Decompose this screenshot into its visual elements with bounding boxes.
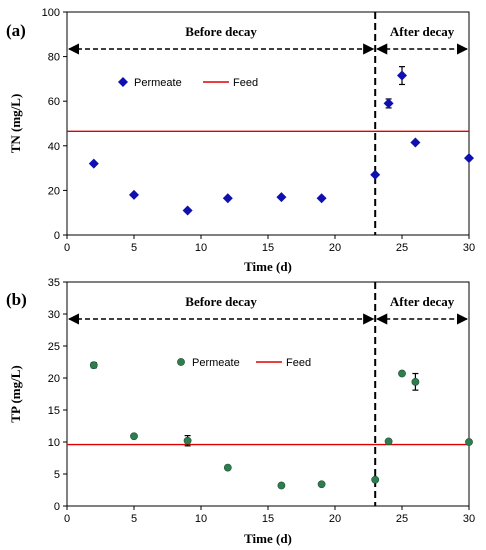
data-point <box>129 189 139 200</box>
data-point <box>277 481 286 490</box>
legend-label-permeate: Permeate <box>192 357 240 369</box>
x-tick-label: 30 <box>463 242 475 254</box>
legend: Permeate Feed <box>177 357 311 369</box>
y-axis-label: TP (mg/L) <box>8 365 23 422</box>
plot-frame <box>66 11 470 236</box>
data-point <box>411 377 420 386</box>
x-tick-label: 0 <box>64 513 70 525</box>
data-point <box>370 169 381 180</box>
region-label-before: Before decay <box>185 294 257 309</box>
y-tick-label: 15 <box>48 405 60 417</box>
data-point <box>383 98 394 109</box>
y-tick-label: 40 <box>48 141 60 153</box>
data-point <box>88 158 99 169</box>
x-axis-label: Time (d) <box>244 259 292 274</box>
x-tick-label: 15 <box>262 242 274 254</box>
x-tick-label: 20 <box>329 513 341 525</box>
region-label-after: After decay <box>390 24 455 39</box>
data-point <box>317 480 326 489</box>
legend-label-feed: Feed <box>286 357 311 369</box>
y-tick-label: 30 <box>48 309 60 321</box>
x-tick-label: 30 <box>463 513 475 525</box>
data-point <box>397 70 407 81</box>
data-point <box>276 192 287 203</box>
data-point <box>384 437 393 446</box>
data-point <box>410 137 421 148</box>
data-point <box>465 438 473 446</box>
y-tick-label: 0 <box>54 501 60 513</box>
data-point <box>183 436 192 445</box>
y-tick-label: 60 <box>48 96 60 108</box>
y-tick-label: 10 <box>48 437 60 449</box>
legend-marker-permeate <box>177 358 185 366</box>
chart-panel-b: 0 5 10 15 20 25 30 35 0 5 10 15 20 25 30 Time (d) TP (mg… <box>6 277 475 546</box>
x-tick-label: 5 <box>131 513 137 525</box>
panel-label: (b) <box>6 290 27 309</box>
data-point <box>316 193 327 204</box>
y-tick-label: 0 <box>54 230 60 242</box>
data-point <box>89 361 98 370</box>
x-tick-label: 0 <box>64 242 70 254</box>
y-axis-label: TN (mg/L) <box>8 94 23 154</box>
x-axis-label: Time (d) <box>244 531 292 546</box>
region-label-before: Before decay <box>185 24 257 39</box>
legend: Permeate Feed <box>118 77 258 89</box>
x-tick-label: 10 <box>195 513 207 525</box>
data-point <box>371 475 380 484</box>
data-point <box>222 193 233 204</box>
plot-frame <box>66 281 470 507</box>
legend-marker-permeate <box>118 77 128 87</box>
region-label-after: After decay <box>390 294 455 309</box>
y-tick-label: 20 <box>48 373 60 385</box>
y-tick-label: 35 <box>48 277 60 289</box>
y-tick-label: 5 <box>54 469 60 481</box>
legend-label-feed: Feed <box>233 77 258 89</box>
data-point <box>398 369 406 378</box>
panel-label: (a) <box>6 21 26 40</box>
data-point <box>464 153 474 164</box>
x-tick-label: 25 <box>396 242 408 254</box>
x-tick-label: 20 <box>329 242 341 254</box>
y-tick-label: 80 <box>48 52 60 64</box>
y-tick-label: 25 <box>48 341 60 353</box>
x-tick-label: 25 <box>396 513 408 525</box>
x-tick-label: 10 <box>195 242 207 254</box>
legend-label-permeate: Permeate <box>134 77 182 89</box>
data-point <box>130 432 138 441</box>
y-tick-label: 20 <box>48 185 60 197</box>
data-point <box>182 205 193 216</box>
x-tick-label: 5 <box>131 242 137 254</box>
chart-panel-a: 0 20 40 60 80 100 0 5 10 15 20 25 30 Time (d) TN (mg/L… <box>6 7 475 274</box>
x-tick-label: 15 <box>262 513 274 525</box>
data-point <box>223 463 232 472</box>
y-tick-label: 100 <box>42 7 60 19</box>
